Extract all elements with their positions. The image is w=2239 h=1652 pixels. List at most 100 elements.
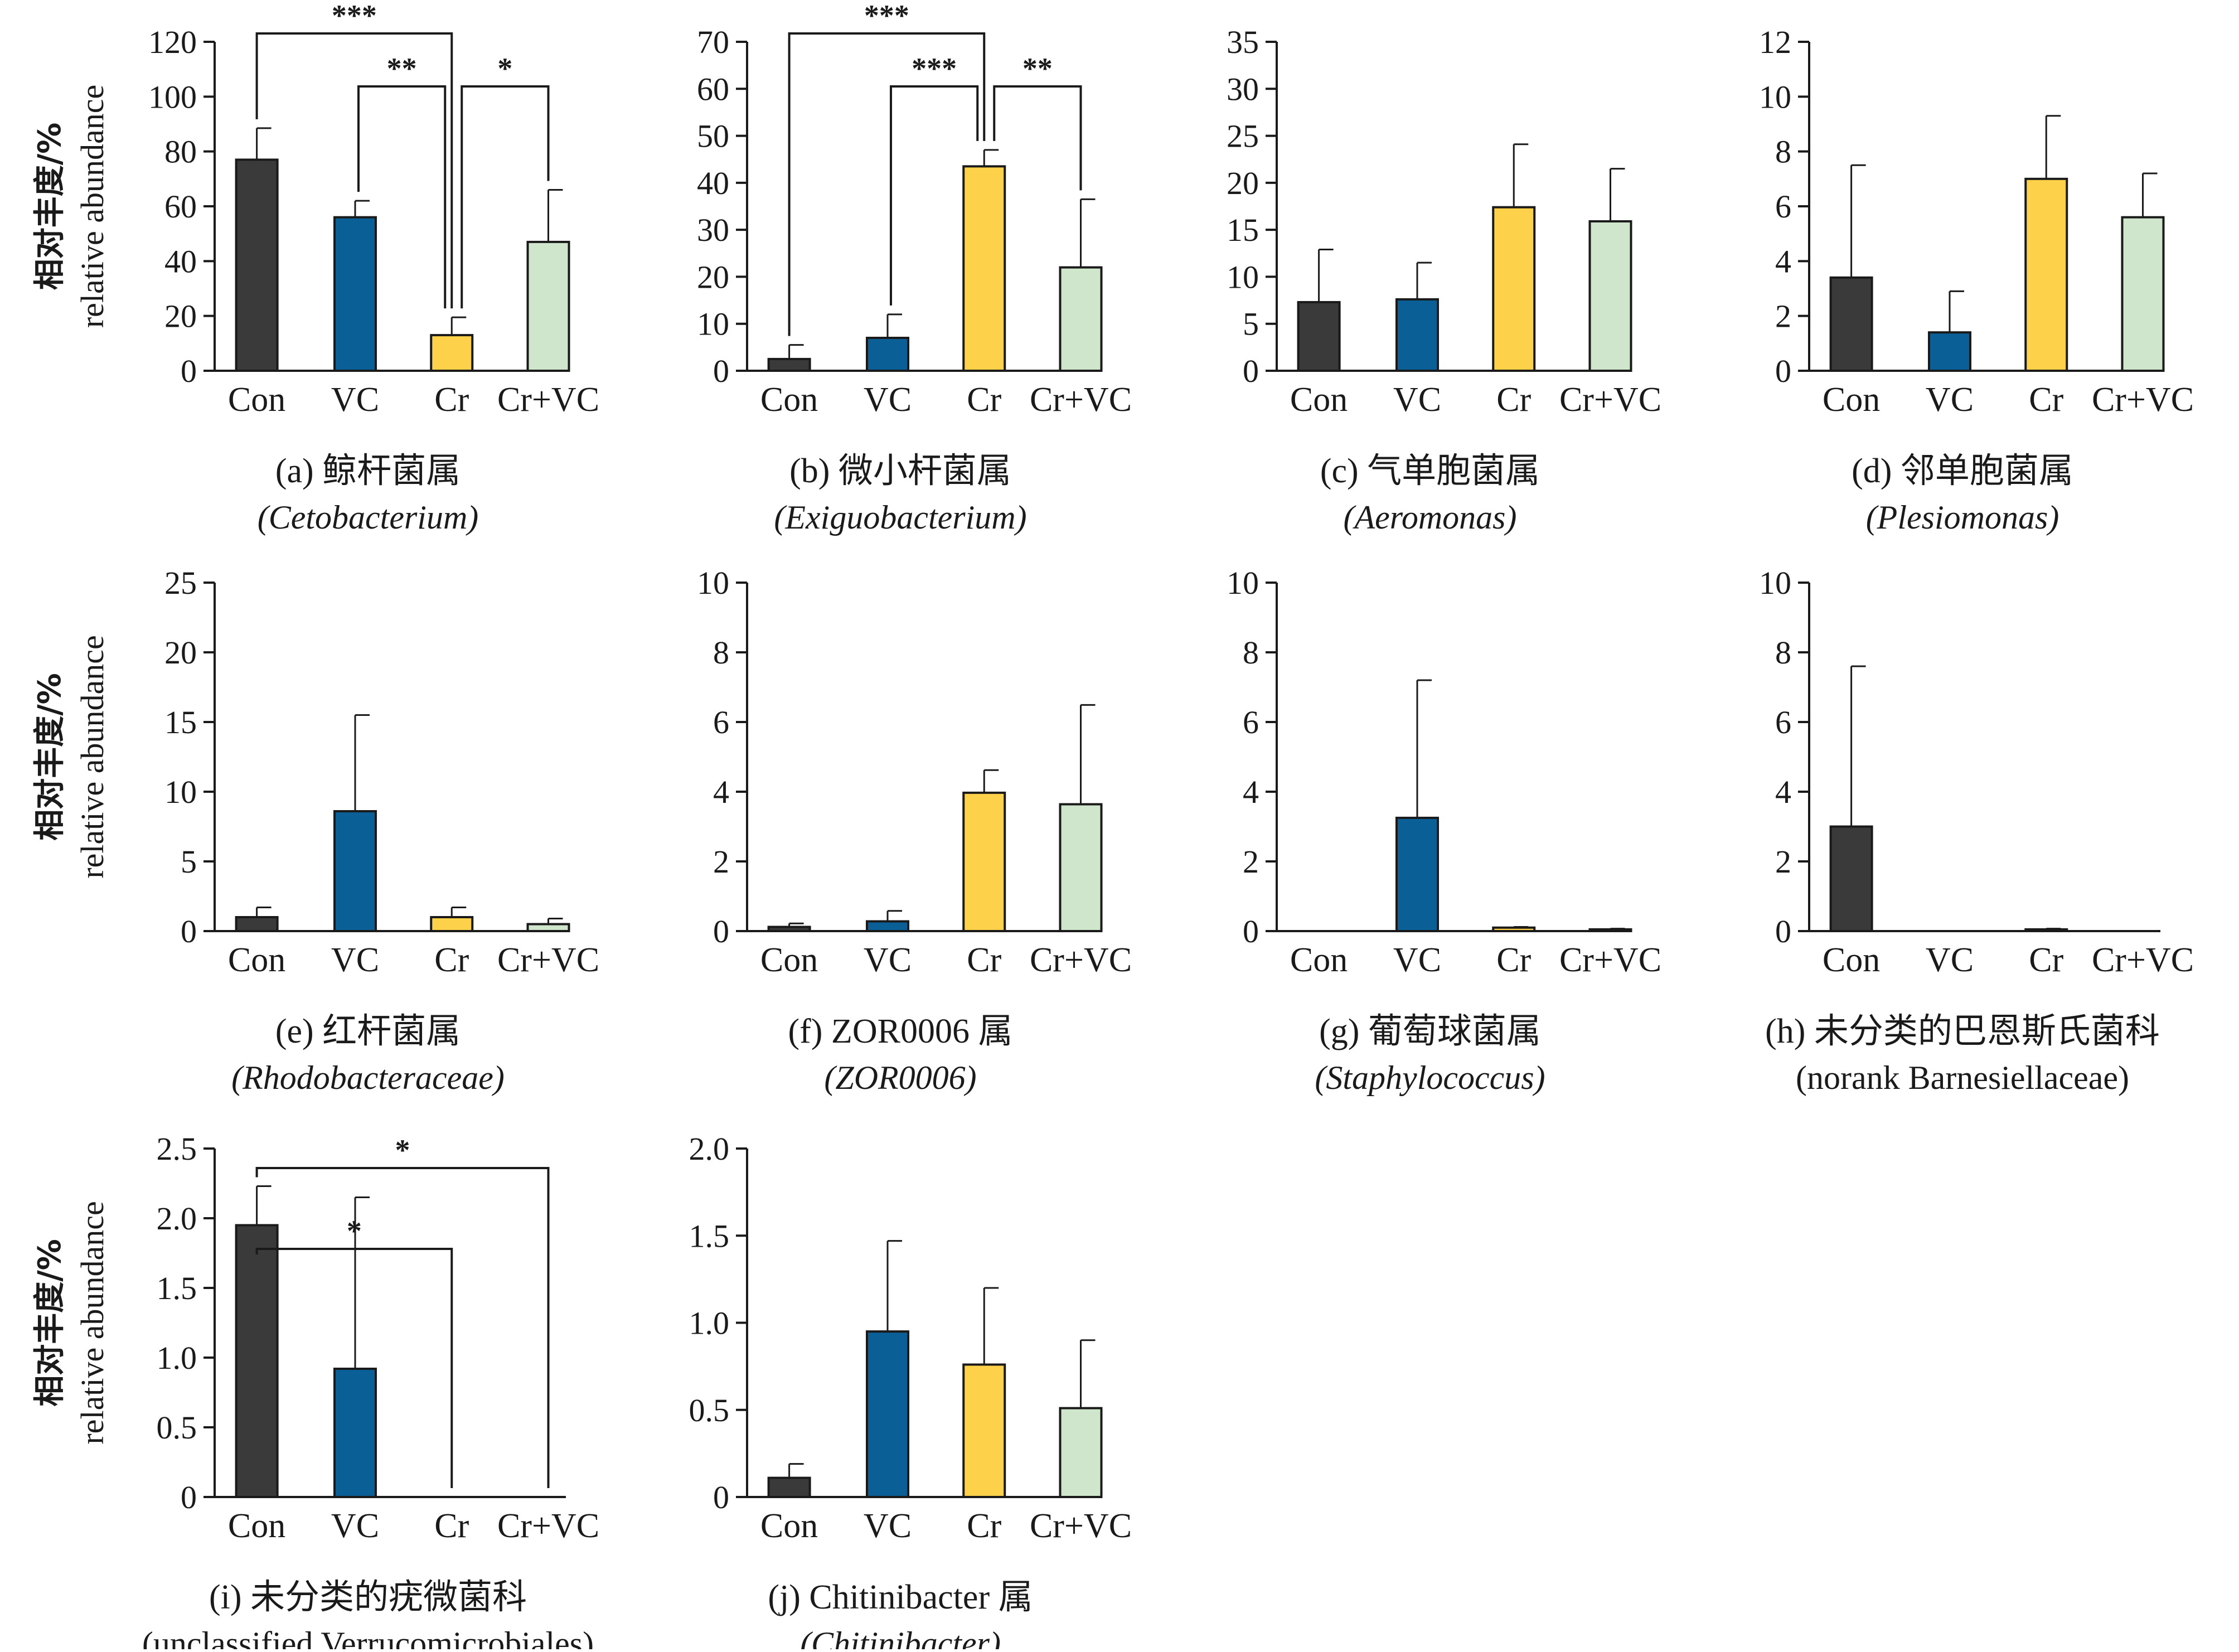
y-tick-label: 1.0	[689, 1305, 730, 1341]
significance-bracket: ***	[890, 52, 979, 306]
y-tick-label: 15	[1227, 212, 1259, 248]
panel-latin-name: (Cetobacterium)	[258, 499, 479, 536]
y-tick-label: 4	[1775, 774, 1791, 810]
y-tick-label: 40	[697, 165, 729, 201]
x-tick-label: Cr+VC	[497, 1507, 599, 1545]
bar-con	[767, 1476, 811, 1498]
y-tick-label: 0	[1775, 913, 1791, 949]
bar-vc	[1928, 331, 1971, 372]
y-tick-label: 0	[713, 1479, 729, 1515]
y-tick-label: 6	[1243, 704, 1259, 740]
y-tick-label: 4	[1243, 774, 1259, 810]
significance-bracket: **	[357, 52, 447, 309]
y-tick-label: 1.5	[689, 1218, 730, 1254]
x-tick-label: VC	[331, 1507, 379, 1545]
significance-label: ***	[912, 52, 957, 85]
bar-cr	[962, 1363, 1006, 1498]
x-tick-label: Con	[1290, 381, 1348, 419]
x-tick-label: Cr	[434, 941, 469, 979]
y-tick-label: 20	[164, 634, 197, 671]
x-tick-label: Cr	[2029, 941, 2063, 979]
y-tick-label: 0	[181, 1479, 197, 1515]
y-tick-label: 80	[164, 134, 197, 170]
y-tick-label: 10	[697, 565, 729, 601]
panel-caption: (h) 未分类的巴恩斯氏菌科	[1765, 1012, 2160, 1050]
bar-con	[235, 916, 279, 932]
panel-c: 0 5 10 15 20 25 30 35 Con VC Cr Cr+VC (c) 气单胞菌属 (Aero…	[1227, 24, 1661, 536]
bar-vc	[866, 920, 909, 932]
panel-latin-name: (Plesiomonas)	[1866, 499, 2059, 536]
x-tick-label: VC	[1926, 381, 1974, 419]
x-tick-label: Cr	[1496, 381, 1531, 419]
y-tick-label: 10	[164, 774, 197, 810]
y-tick-label: 8	[713, 634, 729, 671]
x-tick-label: VC	[1393, 941, 1441, 979]
y-tick-label: 0	[1243, 353, 1259, 389]
x-tick-label: Con	[1823, 381, 1880, 419]
y-axis-label-cn: 相对丰度/%	[32, 673, 68, 841]
x-tick-label: Cr	[1496, 941, 1531, 979]
y-tick-label: 25	[1227, 118, 1259, 154]
y-tick-label: 10	[1759, 79, 1791, 115]
bar-con	[235, 1224, 279, 1498]
bar-con	[767, 357, 811, 372]
y-tick-label: 25	[164, 565, 197, 601]
y-tick-label: 2.0	[157, 1200, 197, 1237]
significance-label: **	[387, 52, 417, 85]
x-tick-label: Cr	[967, 1507, 1001, 1545]
bar-cr-plus-vc	[1059, 803, 1103, 932]
panel-caption: (i) 未分类的疣微菌科	[209, 1578, 527, 1616]
bar-cr	[1492, 206, 1536, 372]
x-tick-label: Cr+VC	[497, 381, 599, 419]
bar-con	[1829, 825, 1873, 932]
panel-d: 0 2 4 6 8 10 12 Con VC Cr Cr+VC (d) 邻单胞菌属 (Plesiomon…	[1759, 24, 2194, 536]
bar-vc	[333, 1368, 377, 1498]
significance-bracket: ***	[255, 0, 453, 309]
y-tick-label: 5	[1243, 306, 1259, 342]
y-tick-label: 0.5	[157, 1409, 197, 1446]
bar-vc	[333, 810, 377, 932]
y-tick-label: 60	[697, 71, 729, 107]
bar-cr	[962, 165, 1006, 372]
y-tick-label: 10	[1227, 565, 1259, 601]
y-tick-label: 20	[164, 298, 197, 335]
y-tick-label: 6	[1775, 704, 1791, 740]
y-tick-label: 0	[181, 353, 197, 389]
y-tick-label: 6	[1775, 188, 1791, 225]
y-tick-label: 2	[1775, 844, 1791, 880]
bar-cr-plus-vc	[526, 240, 570, 372]
y-axis-label-row-3: 相对丰度/% relative abundance	[32, 1201, 110, 1444]
bar-cr	[430, 916, 474, 932]
x-tick-label: VC	[331, 941, 379, 979]
x-tick-label: Con	[228, 1507, 285, 1545]
panel-latin-name: (ZOR0006)	[824, 1059, 976, 1096]
y-tick-label: 0	[1243, 913, 1259, 949]
panel-g: 0 2 4 6 8 10 Con VC Cr Cr+VC (g) 葡萄球菌属 (Staphylococ…	[1227, 565, 1661, 1096]
significance-bracket: **	[993, 52, 1082, 191]
bar-cr	[430, 334, 474, 372]
bar-con	[1829, 276, 1873, 372]
x-tick-label: Cr	[434, 1507, 469, 1545]
significance-label: *	[497, 52, 512, 85]
panel-latin-name: (Exiguobacterium)	[774, 499, 1026, 536]
y-tick-label: 40	[164, 243, 197, 279]
y-tick-label: 100	[148, 79, 197, 115]
significance-label: **	[1022, 52, 1053, 85]
y-tick-label: 0	[181, 913, 197, 949]
bar-con	[767, 926, 811, 932]
y-tick-label: 4	[1775, 243, 1791, 279]
y-tick-label: 70	[697, 24, 729, 60]
y-tick-label: 20	[697, 259, 729, 295]
x-tick-label: Con	[228, 941, 285, 979]
y-tick-label: 5	[181, 844, 197, 880]
x-tick-label: VC	[864, 1507, 912, 1545]
panel-f: 0 2 4 6 8 10 Con VC Cr Cr+VC (f) ZOR0006 属 (ZOR0006…	[697, 565, 1132, 1096]
y-tick-label: 50	[697, 118, 729, 154]
x-tick-label: Con	[228, 381, 285, 419]
panel-caption: (f) ZOR0006 属	[788, 1012, 1013, 1050]
x-tick-label: Con	[760, 1507, 818, 1545]
y-axis-label-row-2: 相对丰度/% relative abundance	[32, 635, 110, 878]
x-tick-label: Con	[760, 941, 818, 979]
